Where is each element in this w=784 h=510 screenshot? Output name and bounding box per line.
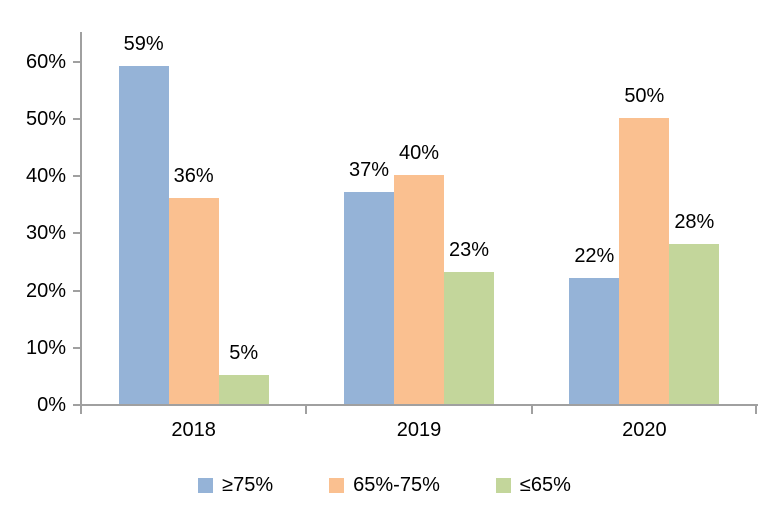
bar-value-label: 36% <box>173 164 214 187</box>
y-axis-tick <box>73 289 81 292</box>
legend-swatch-icon <box>329 477 345 493</box>
bar-value-label: 59% <box>123 33 164 56</box>
y-axis-tick <box>73 117 81 120</box>
y-axis-tick-label: 10% <box>25 336 66 359</box>
bar-value-label: 37% <box>348 159 390 182</box>
bar-value-label: 50% <box>624 84 665 107</box>
bar-2018-≥75% <box>118 66 169 404</box>
bar-value-label: 28% <box>674 210 715 233</box>
legend-label: ≤65% <box>519 474 571 496</box>
y-axis-tick-label: 40% <box>25 165 66 188</box>
legend-item-2: ≤65% <box>495 473 571 497</box>
bar-2020-≥75% <box>569 278 620 404</box>
legend-label: ≥75% <box>222 474 274 496</box>
y-axis-tick <box>73 346 81 349</box>
legend: ≥75% 65%-75% ≤65% <box>0 470 769 500</box>
y-axis-tick-label: 30% <box>25 222 66 245</box>
y-axis-tick-label: 20% <box>25 279 66 302</box>
x-axis-line <box>80 404 758 406</box>
x-category-label-2018: 2018 <box>171 419 216 441</box>
y-axis-tick-label: 60% <box>25 50 66 73</box>
bar-value-label: 40% <box>398 142 440 165</box>
y-axis-tick-label: 50% <box>25 107 66 130</box>
bar-2020-65%-75% <box>619 117 670 404</box>
bar-2019-≥75% <box>344 192 394 404</box>
bar-value-label: 22% <box>574 245 615 268</box>
bar-value-label: 23% <box>448 239 490 262</box>
bar-2020-≤65% <box>669 243 720 404</box>
x-axis-tick <box>755 404 757 414</box>
legend-label: 65%-75% <box>353 474 440 496</box>
legend-item-0: ≥75% <box>198 473 273 497</box>
x-axis-tick <box>305 404 308 414</box>
legend-swatch-icon <box>495 477 511 493</box>
bar-2019-≤65% <box>444 272 494 404</box>
x-category-label-2020: 2020 <box>622 419 667 441</box>
legend-swatch-icon <box>198 477 214 493</box>
legend-item-1: 65%-75% <box>329 473 440 497</box>
y-axis-tick-label: 0% <box>37 394 66 416</box>
y-axis-tick <box>73 404 81 406</box>
plot-area: 59% 36% 5% 37% 40% 23% 22% 50% 28% <box>81 32 757 404</box>
bar-2019-65%-75% <box>394 175 444 404</box>
bar-2018-65%-75% <box>168 197 219 404</box>
y-axis-line <box>80 32 82 414</box>
y-axis-tick <box>73 175 81 178</box>
bar-2018-≤65% <box>218 375 269 404</box>
x-axis-tick <box>530 404 533 414</box>
bar-value-label: 5% <box>229 342 259 365</box>
y-axis-tick <box>73 60 81 63</box>
x-category-label-2019: 2019 <box>396 419 442 441</box>
y-axis-tick <box>73 232 81 235</box>
